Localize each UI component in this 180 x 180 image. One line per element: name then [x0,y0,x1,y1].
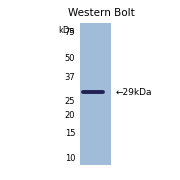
Text: kDa: kDa [59,26,75,35]
Text: 25: 25 [65,97,75,106]
Text: 10: 10 [65,154,75,163]
Text: 15: 15 [65,129,75,138]
Text: 50: 50 [65,54,75,63]
Text: 75: 75 [65,28,75,37]
Text: 37: 37 [64,73,75,82]
Text: 20: 20 [65,111,75,120]
Text: ←29kDa: ←29kDa [116,88,152,97]
Text: Western Bolt: Western Bolt [68,8,135,18]
Bar [80,23,111,165]
